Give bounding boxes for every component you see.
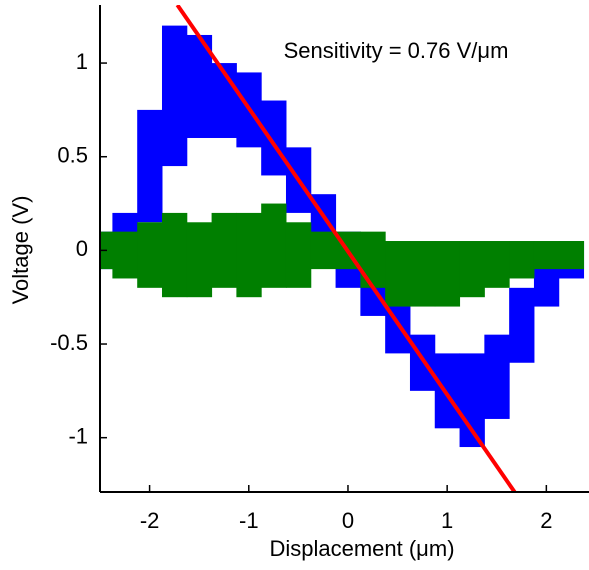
y-axis-label: Voltage (V) [8,196,33,305]
y-tick-label: -1 [68,423,88,448]
x-tick-label: 2 [540,508,552,533]
band-segment [434,353,461,429]
y-tick-label: 0.5 [57,143,88,168]
fit-line [175,5,517,492]
x-tick-label: -1 [239,508,259,533]
band-segment [285,222,312,288]
band-segment [360,231,386,288]
band-segment [533,241,560,270]
band-segment [484,241,510,288]
x-axis-label: Displacement (μm) [269,536,454,561]
plot-area [100,5,585,492]
band-segment [558,241,585,270]
band-segment [236,212,262,298]
y-tick-label: -0.5 [50,330,88,355]
band-segment [211,212,237,288]
band-segment [261,100,287,176]
y-tick-label: 1 [76,49,88,74]
band-segment [459,241,485,298]
band-segment [137,109,163,223]
band-segment [409,241,436,307]
x-tick-label: 1 [441,508,453,533]
band-segment [161,212,188,298]
band-segment [137,222,163,288]
band-segment [112,231,138,279]
band-segment [310,231,337,270]
x-tick-label: -2 [140,508,160,533]
band-segment [385,241,411,307]
x-tick-label: 0 [342,508,354,533]
band-segment [161,25,188,167]
band-segment [509,287,535,363]
y-tick-label: 0 [76,236,88,261]
band-segment [484,334,510,419]
band-segment [434,241,461,307]
annotation: Sensitivity = 0.76 V/μm [284,38,509,63]
band-segment [261,203,287,288]
band-segment [509,241,535,279]
band-segment [186,222,213,298]
